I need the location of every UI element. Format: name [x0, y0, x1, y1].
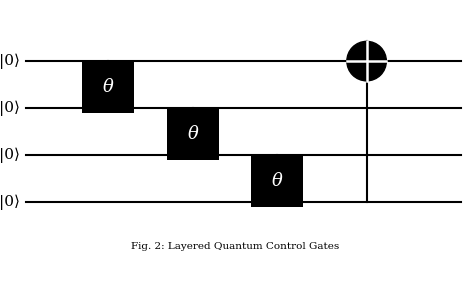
Text: Fig. 2: Layered Quantum Control Gates: Fig. 2: Layered Quantum Control Gates: [131, 243, 339, 252]
Bar: [167, 108, 219, 160]
Text: |0⟩: |0⟩: [0, 194, 20, 210]
Ellipse shape: [347, 41, 386, 81]
Text: |0⟩: |0⟩: [0, 147, 20, 163]
Bar: [82, 61, 134, 113]
Text: θ: θ: [187, 125, 198, 143]
Text: |0⟩: |0⟩: [0, 100, 20, 116]
Bar: [251, 155, 303, 207]
Text: θ: θ: [272, 172, 283, 190]
Text: |0⟩: |0⟩: [0, 53, 20, 69]
Text: θ: θ: [102, 78, 114, 96]
